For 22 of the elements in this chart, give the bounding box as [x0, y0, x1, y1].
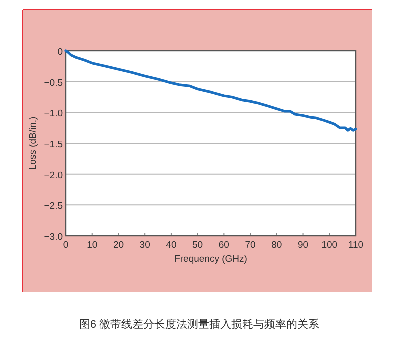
caption: 图6 微带线差分长度法测量插入损耗与频率的关系 — [79, 318, 320, 331]
x-tick-label: 100 — [322, 240, 338, 251]
y-tick-label: −2.0 — [44, 170, 63, 182]
y-tick-label: −0.5 — [44, 78, 63, 89]
x-tick-label: 40 — [166, 240, 177, 251]
x-tick-label: 110 — [348, 240, 364, 251]
y-tick-label: −1.0 — [44, 108, 63, 120]
x-axis-title: Frequency (GHz) — [174, 254, 248, 265]
y-axis-title: Loss (dB/in.) — [28, 116, 39, 170]
y-tick-label: −2.5 — [44, 201, 63, 212]
x-tick-label: 90 — [298, 240, 309, 251]
x-tick-label: 20 — [113, 240, 124, 251]
x-tick-label: 10 — [87, 240, 98, 251]
y-tick-label: 0 — [58, 47, 63, 58]
y-tick-label: −3.0 — [44, 232, 63, 243]
x-tick-label: 70 — [245, 240, 256, 251]
y-tick-label: −1.5 — [44, 140, 63, 150]
x-tick-label: 60 — [218, 240, 230, 251]
x-tick-label: 30 — [140, 240, 150, 251]
x-tick-label: 50 — [192, 240, 204, 251]
x-tick-label: 80 — [272, 240, 282, 251]
line-series — [64, 50, 358, 132]
